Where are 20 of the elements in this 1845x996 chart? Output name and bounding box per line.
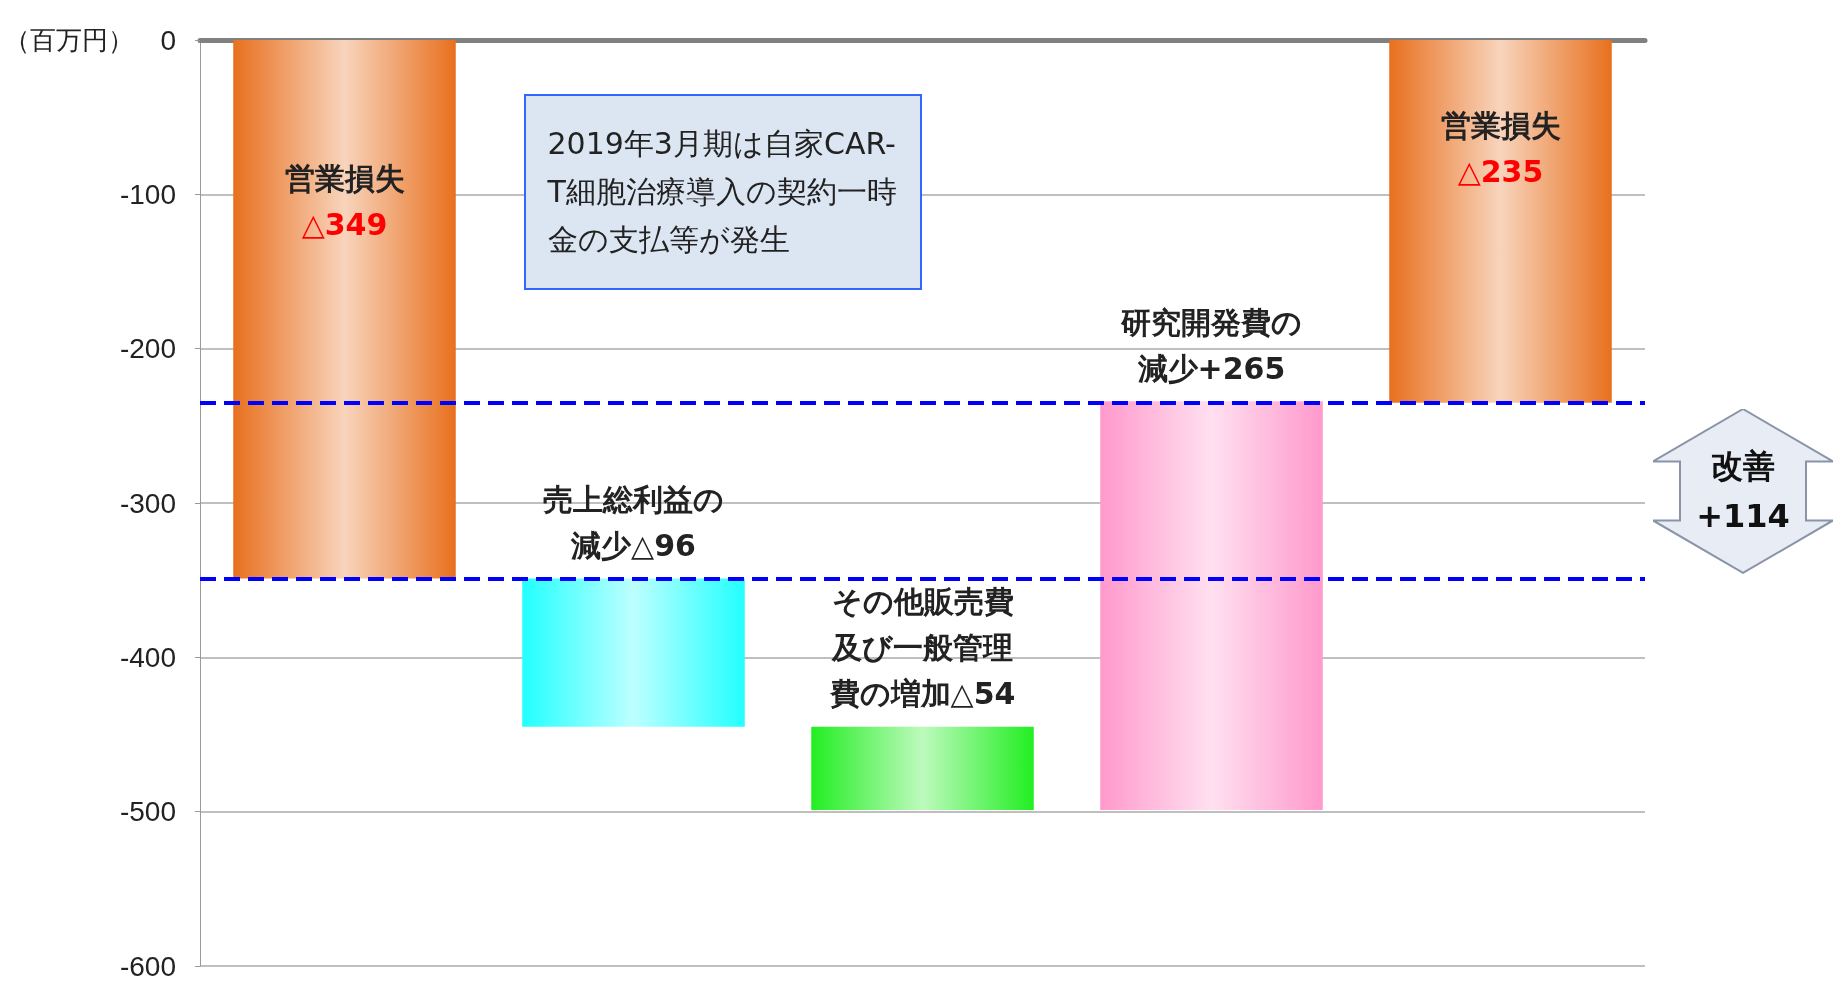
data-label: 研究開発費の減少+265 — [1120, 304, 1302, 386]
y-tick-label: 0 — [160, 24, 176, 56]
y-tick-label: -200 — [119, 333, 176, 365]
bar — [522, 578, 745, 727]
data-label: 売上総利益の減少△96 — [543, 482, 724, 564]
bar — [1100, 401, 1323, 811]
annotation: 2019年3月期は自家CAR-T細胞治療導入の契約一時金の支払等が発生 — [523, 94, 922, 291]
y-tick-label: -400 — [119, 641, 176, 673]
bar — [1389, 40, 1612, 403]
text: 改善+114 — [1695, 445, 1791, 537]
y-tick-label: -500 — [119, 796, 176, 828]
y-tick-label: -100 — [119, 178, 176, 210]
y-tick-label: -600 — [119, 950, 176, 982]
y-tick-label: -300 — [119, 487, 176, 519]
data-label: 営業損失△235 — [1440, 108, 1561, 190]
bar — [233, 40, 456, 579]
data-label: その他販売費及び一般管理費の増加△54 — [828, 584, 1016, 712]
bar — [811, 726, 1034, 811]
data-label: 営業損失△349 — [284, 161, 405, 243]
y-axis-title: （百万円） — [4, 25, 134, 55]
